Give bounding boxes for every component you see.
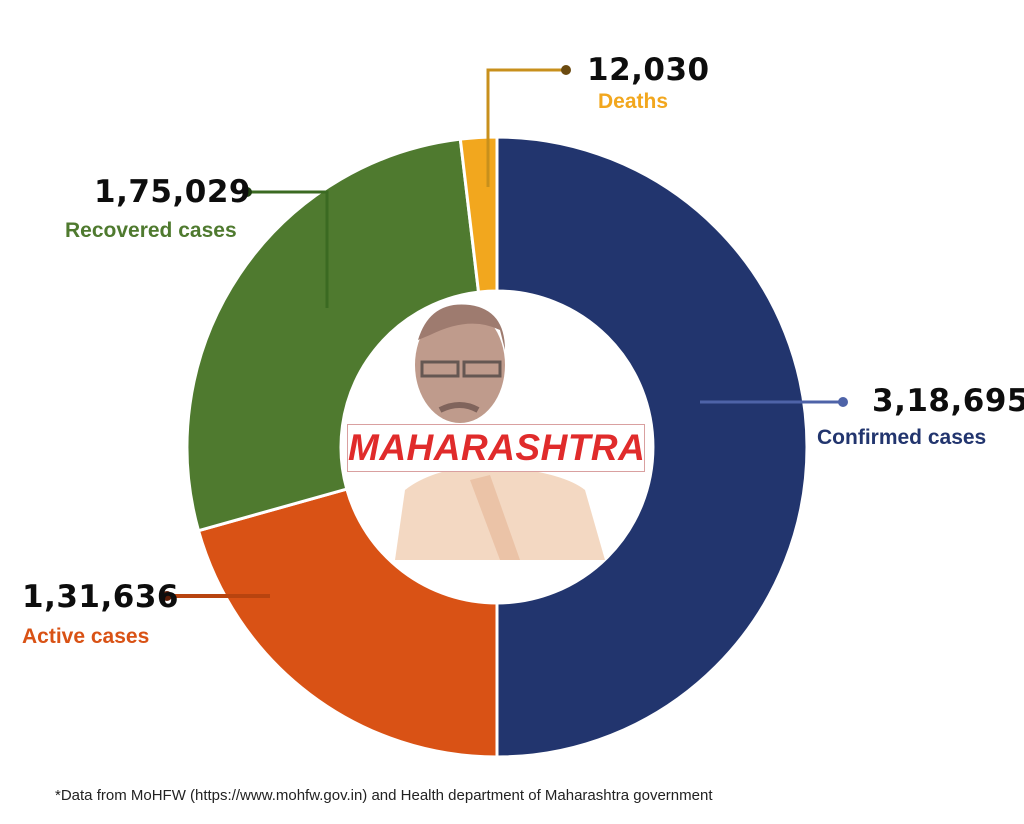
recovered-label: Recovered cases <box>65 219 237 242</box>
confirmed-value: 3,18,695 <box>872 383 1024 419</box>
confirmed-leader-dot <box>838 397 848 407</box>
maharashtra-banner: MAHARASHTRA <box>347 424 645 472</box>
active-leader-dot <box>162 591 172 601</box>
active-label: Active cases <box>22 625 150 648</box>
confirmed-label: Confirmed cases <box>817 426 987 449</box>
recovered-value: 1,75,029 <box>94 174 251 210</box>
slice-active-cases <box>196 487 499 759</box>
footnote: *Data from MoHFW (https://www.mohfw.gov.… <box>55 787 713 804</box>
deaths-leader-dot <box>561 65 571 75</box>
active-value: 1,31,636 <box>22 579 179 615</box>
deaths-label: Deaths <box>598 90 669 113</box>
recovered-leader-dot <box>242 187 252 197</box>
center-portrait <box>395 304 605 560</box>
deaths-leader-line <box>486 68 566 187</box>
deaths-value: 12,030 <box>587 52 710 88</box>
recovered-leader-line <box>247 190 329 308</box>
